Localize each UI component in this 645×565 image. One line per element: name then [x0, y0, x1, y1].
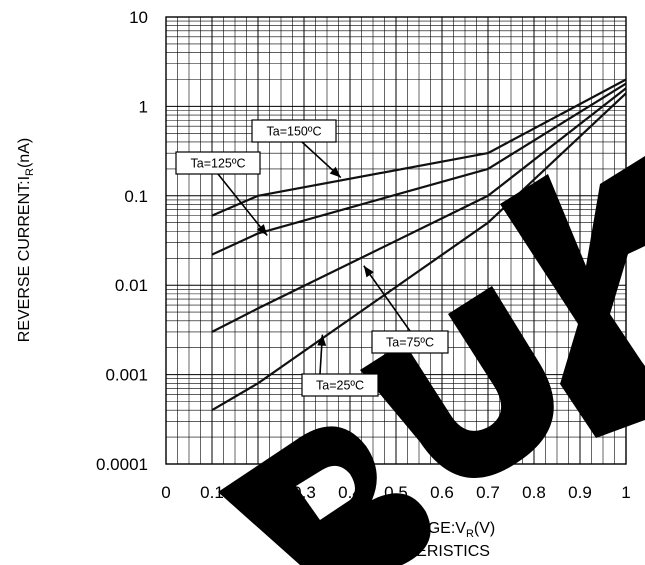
tick-labels: 0 0.1 0.2 0.3 0.4 0.5 0.6 0.7 0.8 0.9 1 10 1 0.1 0.01 0…	[96, 8, 631, 502]
y-tick-label: 0.01	[115, 276, 148, 295]
x-tick-label: 0.5	[384, 483, 408, 502]
x-tick-label: 0	[161, 483, 170, 502]
annotation-arrow	[363, 265, 411, 332]
series-line-2	[211, 82, 627, 256]
annotation-box	[301, 373, 379, 397]
annotation-box	[371, 330, 449, 354]
annotation: Ta=125ºC	[175, 151, 268, 236]
y-axis-title: REVERSE CURRENT:IR(nA)	[16, 138, 36, 342]
watermark-letter-u	[360, 286, 554, 478]
annotation-arrowhead	[329, 166, 341, 178]
annotations: Ta=150ºC Ta=125ºC Ta=75ºC Ta=25ºC	[175, 119, 449, 397]
x-tick-label: 0.6	[430, 483, 454, 502]
x-tick-label: 0.1	[200, 483, 224, 502]
annotation-arrow	[217, 173, 268, 236]
annotation-label: Ta=25ºC	[316, 379, 364, 393]
x-tick-label: 0.2	[246, 483, 270, 502]
annotation-arrowhead	[317, 334, 327, 346]
x-tick-label: 1	[621, 483, 630, 502]
y-tick-label: 1	[139, 97, 148, 116]
x-tick-label: 0.8	[522, 483, 546, 502]
annotation-label: Ta=125ºC	[191, 157, 246, 171]
annotation: Ta=25ºC	[301, 334, 379, 397]
x-tick-label: 0.9	[568, 483, 592, 502]
chart-caption: VR-IR CHARACTERISTICS	[298, 543, 490, 563]
watermark-letter-y	[500, 156, 645, 438]
y-tick-label: 0.001	[105, 366, 148, 385]
x-tick-label: 0.4	[338, 483, 362, 502]
x-tick-label: 0.3	[292, 483, 316, 502]
curves	[211, 78, 627, 412]
x-tick-label: 0.7	[476, 483, 500, 502]
series-line-3	[211, 87, 627, 333]
annotation-label: Ta=75ºC	[386, 336, 434, 350]
y-tick-label: 10	[129, 8, 148, 27]
watermark-letter-b	[218, 426, 431, 565]
y-tick-label: 0.1	[124, 187, 148, 206]
buy-watermark	[218, 156, 645, 565]
annotation-box	[175, 151, 261, 175]
x-axis-title: REVERSE VOLTAGE:VR(V)	[297, 520, 496, 540]
y-tick-label: 0.0001	[96, 455, 148, 474]
annotation-box	[251, 119, 337, 143]
annotation-arrowhead	[363, 265, 374, 278]
series-line-4	[211, 92, 627, 412]
annotation-arrowhead	[256, 224, 268, 236]
series-line-1	[211, 78, 627, 217]
annotation: Ta=75ºC	[363, 265, 449, 354]
annotation-label: Ta=150ºC	[267, 125, 322, 139]
annotation: Ta=150ºC	[251, 119, 342, 179]
